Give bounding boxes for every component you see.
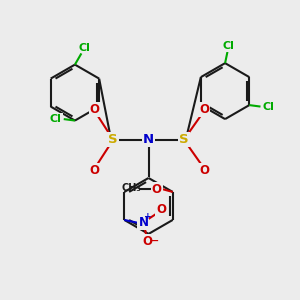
Text: O: O [199, 103, 209, 116]
Text: O: O [90, 103, 100, 116]
Text: Cl: Cl [262, 102, 274, 112]
Text: O: O [152, 182, 162, 196]
Text: S: S [108, 133, 118, 146]
Text: −: − [151, 236, 159, 245]
Text: Cl: Cl [50, 114, 62, 124]
Text: N: N [138, 216, 148, 230]
Text: CH₃: CH₃ [122, 183, 141, 194]
Text: N: N [143, 133, 154, 146]
Text: S: S [179, 133, 189, 146]
Text: O: O [156, 202, 166, 215]
Text: O: O [199, 164, 209, 176]
Text: O: O [90, 164, 100, 176]
Text: Cl: Cl [222, 41, 234, 51]
Text: +: + [144, 212, 152, 221]
Text: O: O [143, 235, 153, 248]
Text: Cl: Cl [78, 43, 90, 52]
